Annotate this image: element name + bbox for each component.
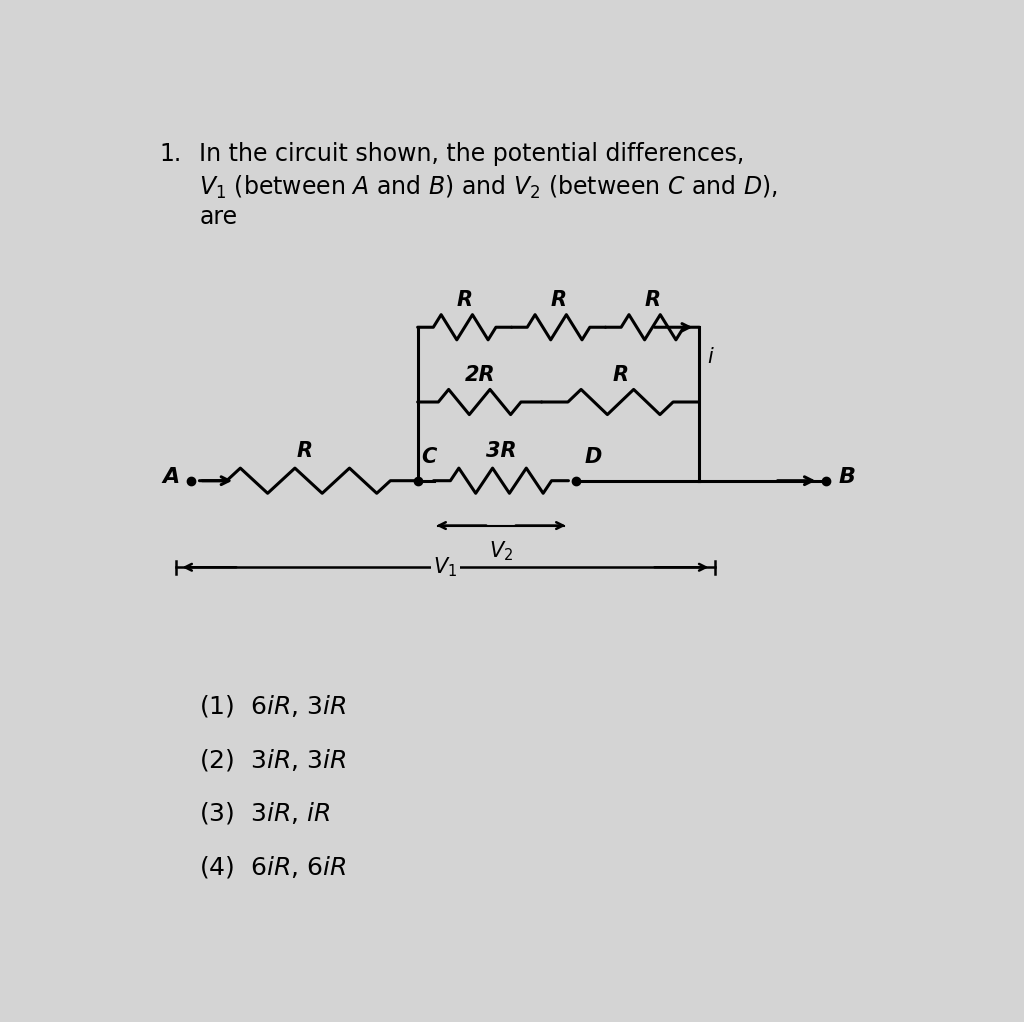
Text: R: R	[457, 290, 473, 310]
Text: $V_1$ (between $A$ and $B$) and $V_2$ (between $C$ and $D$),: $V_1$ (between $A$ and $B$) and $V_2$ (b…	[200, 174, 778, 201]
Text: B: B	[839, 467, 855, 486]
Text: (2)  $3iR$, $3iR$: (2) $3iR$, $3iR$	[200, 747, 347, 773]
Text: C: C	[422, 447, 437, 466]
Text: 2R: 2R	[464, 365, 495, 384]
Text: R: R	[644, 290, 660, 310]
Text: are: are	[200, 205, 238, 229]
Text: 3R: 3R	[485, 442, 516, 461]
Text: A: A	[163, 467, 179, 486]
Text: $i$: $i$	[708, 346, 715, 367]
Text: R: R	[612, 365, 629, 384]
Text: (3)  $3iR$, $iR$: (3) $3iR$, $iR$	[200, 800, 331, 826]
Text: R: R	[551, 290, 566, 310]
Text: $V_2$: $V_2$	[488, 540, 513, 563]
Text: $V_1$: $V_1$	[433, 556, 458, 579]
Text: R: R	[297, 442, 312, 461]
Text: 1.: 1.	[160, 142, 182, 167]
Text: (1)  $6iR$, $3iR$: (1) $6iR$, $3iR$	[200, 693, 347, 719]
Text: In the circuit shown, the potential differences,: In the circuit shown, the potential diff…	[200, 142, 744, 167]
Text: (4)  $6iR$, $6iR$: (4) $6iR$, $6iR$	[200, 853, 347, 880]
Text: D: D	[585, 447, 602, 466]
